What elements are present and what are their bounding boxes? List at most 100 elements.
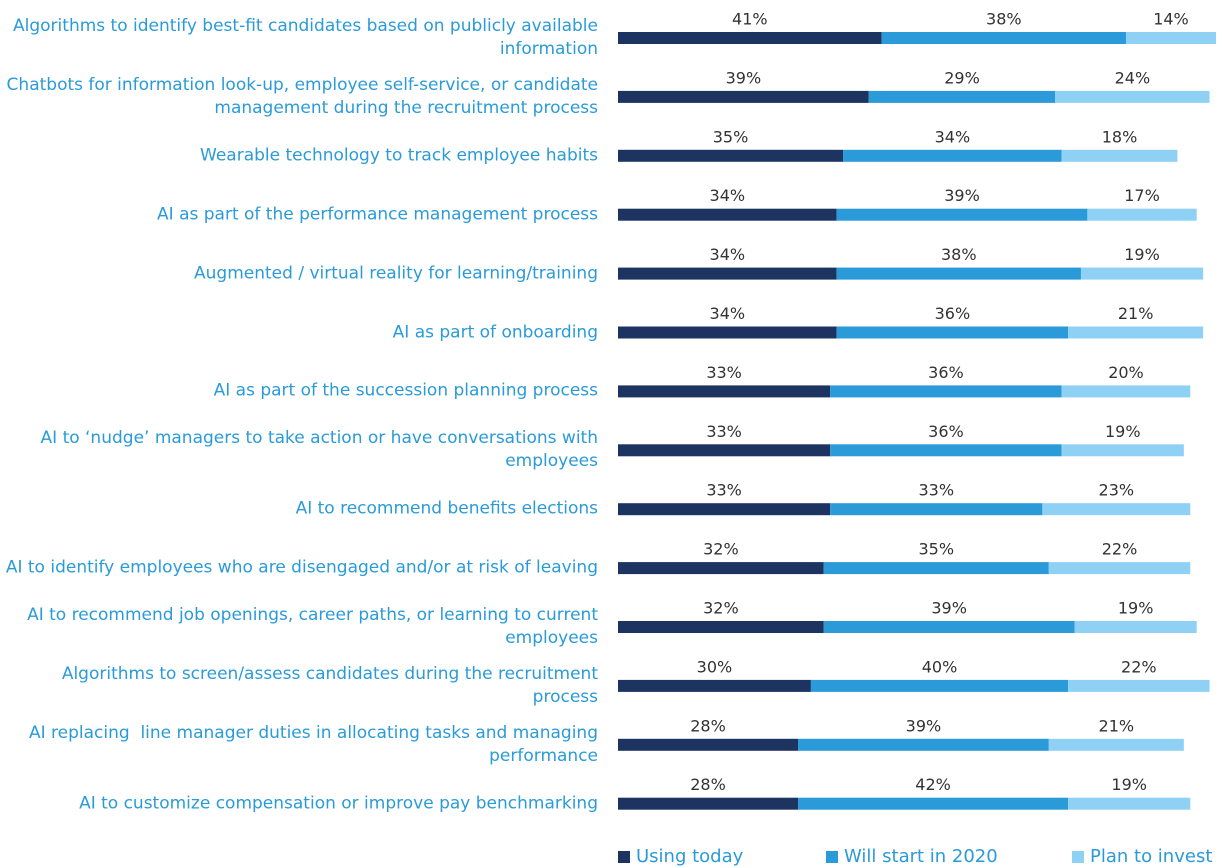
category-label: AI to recommend job openings, career pat… [27,605,604,648]
bar-segment [618,797,799,810]
bar-segment [843,149,1062,162]
value-label: 19% [1118,599,1154,618]
category-label: AI as part of the succession planning pr… [213,380,598,401]
value-label: 32% [703,599,739,618]
category-label: Algorithms to screen/assess candidates d… [61,663,604,707]
bar-segment [618,562,824,575]
value-label: 33% [919,481,955,500]
value-label: 28% [690,716,726,735]
bar-segment [1048,562,1191,575]
category-label: AI as part of the performance management… [157,204,598,225]
bar-segment [823,562,1049,575]
bar-segment [1042,503,1191,516]
value-label: 41% [732,10,768,29]
bar-segment [618,208,837,221]
category-label: Wearable technology to track employee ha… [200,145,598,166]
value-label: 19% [1111,775,1147,794]
value-label: 28% [690,775,726,794]
value-label: 19% [1124,245,1160,264]
legend-label: Plan to invest [1090,846,1212,867]
value-label: 36% [935,304,971,323]
bar-segment [1068,797,1191,810]
bar-segment [618,149,844,162]
value-label: 19% [1105,422,1141,441]
category-label: Chatbots for information look-up, employ… [6,74,604,118]
value-label: 30% [697,657,733,676]
value-label: 33% [706,363,742,382]
category-label: Algorithms to identify best-fit candidat… [13,16,604,59]
bar-segment [1125,32,1216,44]
bar-segment [1087,208,1197,221]
value-label: 21% [1118,304,1154,323]
value-label: 22% [1121,657,1157,676]
value-label: 40% [922,657,958,676]
legend-swatch [1072,851,1084,863]
bar-segment [1055,90,1210,103]
bar-segment [618,738,799,751]
bar-segment [881,32,1126,44]
bar-segment [1061,385,1191,398]
bar-segment [1068,679,1210,692]
category-label: AI to identify employees who are disenga… [5,557,598,578]
bar-segment [830,385,1062,398]
value-label: 29% [944,68,980,87]
bar-segment [798,738,1049,751]
bar-segment [823,621,1075,633]
value-label: 39% [906,716,942,735]
value-label: 18% [1102,127,1138,146]
value-label: 42% [915,775,951,794]
bar-segment [798,797,1069,810]
value-label: 39% [931,599,967,618]
value-label: 36% [928,363,964,382]
value-label: 24% [1115,68,1151,87]
bar-segment [618,621,824,633]
category-label: AI as part of onboarding [392,322,598,342]
value-label: 38% [986,10,1022,29]
bar-segment [618,444,831,457]
bar-segment [618,385,831,398]
value-label: 34% [710,245,746,264]
bar-segment [1074,621,1197,633]
value-label: 14% [1153,10,1189,29]
legend-swatch [618,851,630,863]
value-label: 36% [928,422,964,441]
value-label: 35% [713,127,749,146]
category-label: AI replacing line manager duties in allo… [28,722,604,766]
bar-segment [1061,149,1178,162]
bar-segment [1080,267,1204,280]
bar-segment [618,32,882,44]
value-label: 34% [710,304,746,323]
bar-segment [1061,444,1184,457]
bar-segment [810,679,1069,692]
value-label: 39% [726,68,762,87]
bar-segment [618,503,831,516]
value-label: 34% [710,186,746,205]
value-label: 22% [1102,540,1138,559]
value-label: 39% [944,186,980,205]
value-label: 35% [919,540,955,559]
bar-segment [830,444,1062,457]
value-label: 20% [1108,363,1144,382]
bar-segment [1048,738,1184,751]
category-label: AI to recommend benefits elections [295,498,598,519]
category-label: AI to ‘nudge’ managers to take action or… [40,428,604,472]
bar-segment [836,326,1069,339]
bar-segment [830,503,1043,516]
bar-segment [836,267,1081,280]
value-label: 17% [1124,186,1160,205]
value-label: 32% [703,540,739,559]
bar-segment [618,90,869,103]
value-label: 23% [1099,481,1135,500]
value-label: 21% [1099,716,1135,735]
bar-segment [836,208,1088,221]
value-label: 34% [935,127,971,146]
legend-label: Will start in 2020 [844,846,998,867]
bar-segment [618,679,811,692]
value-label: 33% [706,422,742,441]
category-label: AI to customize compensation or improve … [79,793,598,814]
bar-segment [868,90,1056,103]
value-label: 38% [941,245,977,264]
legend-swatch [826,851,838,863]
